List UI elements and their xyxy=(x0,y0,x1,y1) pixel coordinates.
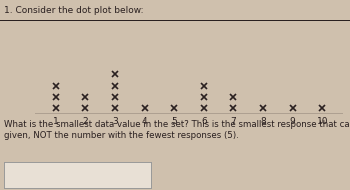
Text: What is the smallest data value in the set? This is the smallest response that c: What is the smallest data value in the s… xyxy=(4,120,350,140)
Text: 1. Consider the dot plot below:: 1. Consider the dot plot below: xyxy=(4,6,143,15)
